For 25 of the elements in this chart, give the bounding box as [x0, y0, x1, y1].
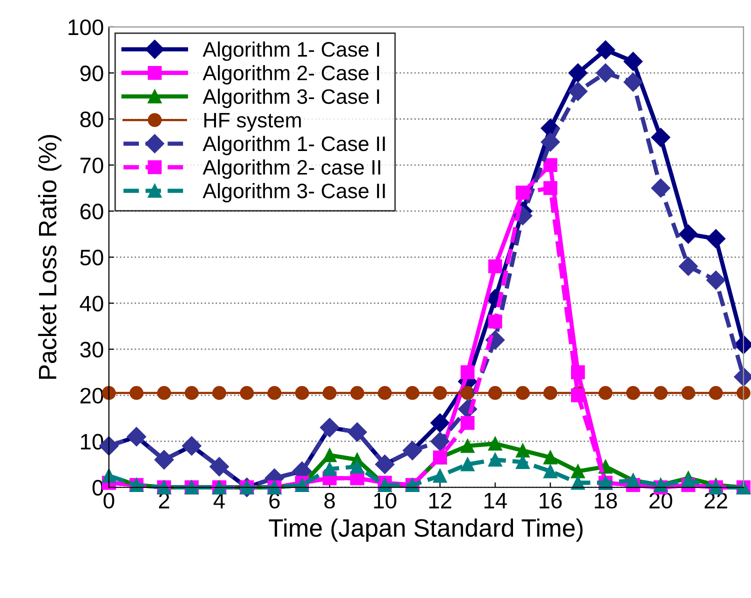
y-tick-label: 20: [80, 388, 104, 404]
y-axis-title: Packet Loss Ratio (%): [38, 135, 62, 379]
x-tick-label: 16: [540, 492, 562, 509]
y-tick-label: 60: [80, 204, 104, 220]
y-tick-label: 80: [80, 112, 104, 128]
x-tick-label: 14: [484, 493, 507, 508]
legend-label: Algorithm 1- Case II: [202, 136, 385, 156]
x-tick-label: 0: [104, 492, 114, 509]
x-axis-title: Time (Japan Standard Time): [268, 518, 583, 542]
x-tick-label: 12: [429, 492, 452, 508]
legend-label: HF system: [204, 113, 301, 132]
legend-label: Algorithm 1- Case I: [202, 41, 380, 61]
legend-label: Algorithm 3- Case I: [202, 88, 380, 108]
y-tick-label: 100: [68, 19, 104, 36]
y-tick-label: 30: [80, 342, 104, 358]
x-tick-label: 10: [374, 492, 396, 509]
legend-label: Algorithm 2- Case I: [202, 65, 380, 84]
x-tick-label: 8: [324, 492, 335, 509]
legend-label: Algorithm 3- Case II: [202, 183, 385, 202]
y-tick-label: 50: [80, 250, 104, 266]
y-tick-label: 70: [80, 158, 104, 174]
y-tick-label: 90: [80, 65, 104, 82]
y-tick-label: 40: [80, 296, 104, 312]
legend-label: Algorithm 2- case II: [202, 159, 380, 179]
x-tick-label: 18: [594, 492, 617, 509]
